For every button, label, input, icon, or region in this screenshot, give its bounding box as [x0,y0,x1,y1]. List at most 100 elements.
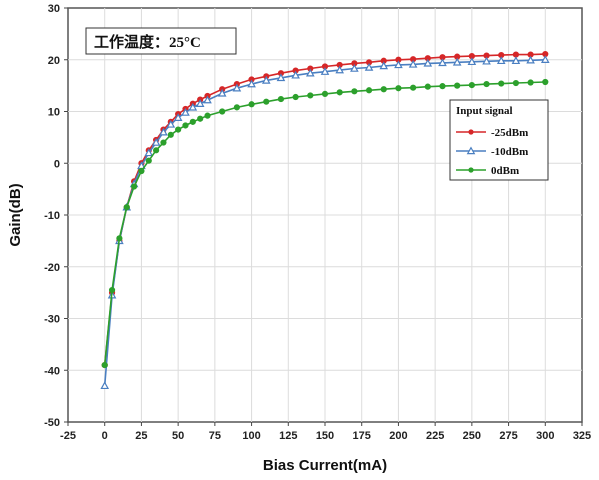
data-point [527,79,534,86]
data-point [219,108,226,115]
legend-frame [449,99,549,181]
x-tick-label: 300 [536,430,554,442]
data-point [123,204,130,211]
grid [68,8,582,422]
data-point [101,361,108,369]
y-tick-label: -40 [44,365,60,377]
y-tick-label: 30 [48,3,60,15]
data-point [182,122,189,129]
data-point [467,57,477,66]
y-tick-label: -20 [44,262,60,274]
x-tick-label: 250 [463,430,481,442]
data-point [540,55,550,63]
data-point [439,83,446,90]
data-series [100,50,550,390]
x-tick-label: 50 [172,430,184,442]
data-point [195,99,205,107]
data-point [365,87,373,94]
data-point [438,58,447,67]
data-point [145,157,152,164]
data-point [181,107,190,116]
data-point [130,183,138,190]
data-point [320,67,330,75]
data-point [336,89,343,96]
data-point [410,84,417,91]
x-tick-label: 325 [573,430,591,442]
data-point [408,59,418,68]
data-point [203,95,212,104]
data-point [364,62,374,71]
data-point [144,148,154,157]
data-point [395,85,402,92]
data-point [261,75,271,84]
data-point [468,82,475,89]
data-point [159,127,168,136]
data-point [351,88,358,95]
data-point [166,119,176,128]
data-point [188,102,198,111]
data-point [247,79,256,88]
data-point [511,56,521,65]
legend-label: 0dBm [491,165,519,177]
y-axis-title: Gain(dB) [7,183,24,246]
data-point [108,286,116,294]
data-point [350,64,359,72]
data-point [321,90,329,98]
data-point [138,167,145,175]
data-point [394,60,403,69]
axes: -25 0 25 50 75 100 125 150 175 200 225 250 275 300 325… [44,3,591,442]
x-tick-label: 275 [499,430,517,442]
data-point [452,57,462,66]
data-point [526,55,535,64]
data-point [424,83,431,90]
legend-entries: -25dBm -10dBm 0dBm [456,127,528,177]
data-point [153,147,160,154]
x-tick-label: 175 [353,430,371,442]
data-point [292,93,299,101]
data-point [263,98,270,105]
x-tick-label: 100 [242,430,260,442]
x-tick-label: 150 [316,430,334,442]
data-point [276,73,286,82]
y-tick-label: 10 [48,107,60,119]
data-point [482,56,491,65]
legend-label: -10dBm [491,146,528,158]
y-tick-label: -10 [44,210,60,222]
data-point [233,104,240,111]
data-point [307,92,314,99]
legend-marker [468,167,474,173]
x-tick-label: 125 [279,430,297,442]
data-point [335,65,345,74]
annotation-frame [85,27,237,55]
data-point [151,138,161,146]
temperature-annotation: 工作温度：25°C [94,33,201,51]
legend-marker [468,129,474,135]
annotation-box: 工作温度：25°C [85,27,237,55]
y-tick-label: 20 [48,55,60,67]
data-point [291,70,300,79]
data-point [496,56,506,65]
data-point [542,78,549,86]
legend-label: -25dBm [491,127,528,139]
data-point [498,80,505,87]
data-point [483,80,490,88]
data-point [160,139,167,146]
y-tick-label: -30 [44,314,60,326]
data-point [116,235,123,242]
data-point [248,101,255,108]
x-axis-title: Bias Current(mA) [263,457,387,474]
x-tick-label: 25 [135,430,147,442]
data-point [380,86,387,93]
x-tick-label: -25 [60,430,76,442]
data-point [197,115,204,122]
data-point [173,113,183,121]
data-point [305,68,315,77]
legend: Input signal -25dBm -10dBm 0dBm [449,99,549,181]
y-tick-label: -50 [44,417,60,429]
data-point [175,126,182,133]
legend-marker [466,146,476,155]
data-point [454,82,461,89]
data-point [189,118,196,125]
data-point [204,112,211,119]
data-point [423,58,433,67]
